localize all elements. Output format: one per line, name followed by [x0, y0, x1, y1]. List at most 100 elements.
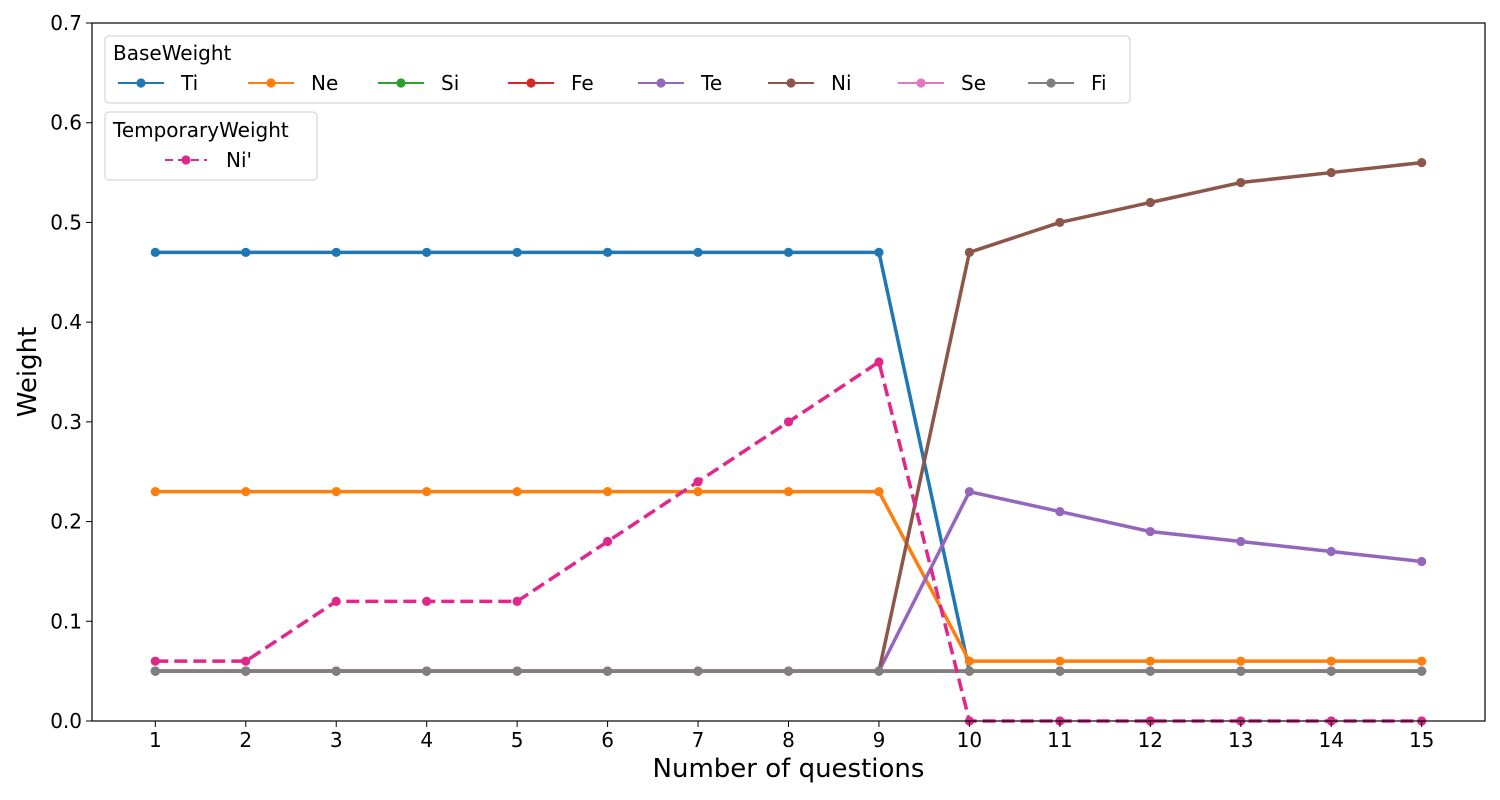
data-point	[331, 666, 341, 676]
x-tick-label: 9	[873, 728, 886, 752]
x-tick-label: 13	[1228, 728, 1253, 752]
legend-title: TemporaryWeight	[112, 118, 289, 142]
legend-label: Fi	[1091, 71, 1107, 95]
data-point	[1326, 666, 1336, 676]
data-point	[150, 656, 160, 666]
y-tick-label: 0.2	[50, 510, 82, 534]
y-tick-label: 0.6	[50, 111, 82, 135]
x-tick-label: 4	[420, 728, 433, 752]
data-point	[422, 666, 432, 676]
legend-swatch-marker	[526, 78, 536, 88]
data-point	[964, 247, 975, 257]
legend-label: Si	[441, 71, 459, 95]
legend-title: BaseWeight	[113, 41, 232, 65]
data-point	[783, 487, 794, 497]
data-point	[693, 487, 703, 497]
x-tick-label: 14	[1319, 728, 1344, 752]
data-point	[150, 487, 160, 497]
data-point	[241, 656, 251, 666]
data-point	[512, 596, 522, 606]
data-point	[512, 487, 522, 497]
data-point	[1055, 656, 1065, 666]
x-axis: 1 2 3 4 5 6 7 8 9 10 11 12 13 14 15	[149, 721, 1434, 752]
y-axis-title: Weight	[13, 327, 43, 418]
series-layer	[150, 158, 1427, 726]
data-point	[150, 247, 160, 257]
data-point	[1145, 656, 1155, 666]
data-point	[1236, 536, 1246, 547]
data-point	[693, 666, 703, 676]
x-tick-label: 3	[330, 728, 343, 752]
x-tick-label: 12	[1138, 728, 1163, 752]
data-point	[783, 247, 794, 257]
legend-swatch-marker	[916, 78, 926, 88]
x-tick-label: 10	[957, 728, 982, 752]
data-point	[241, 247, 251, 257]
data-point	[241, 487, 251, 497]
legend-swatch-marker	[396, 78, 406, 88]
data-point	[874, 357, 884, 367]
data-point	[602, 487, 613, 497]
legend-item-fe: Fe	[508, 71, 594, 95]
data-point	[874, 487, 884, 497]
legend-box	[104, 35, 1131, 104]
legend-swatch-marker	[1046, 78, 1056, 88]
data-point	[874, 247, 884, 257]
data-point	[422, 596, 432, 606]
y-tick-label: 0.1	[50, 609, 82, 633]
legend-temporaryweight: TemporaryWeight Ni'	[104, 111, 318, 181]
legend-baseweight: BaseWeight Ti Ne Si Fe Te Ni Se Fi	[104, 35, 1131, 104]
legend-item-ni: Ni	[768, 71, 852, 95]
y-tick-label: 0.0	[50, 709, 82, 733]
y-tick-label: 0.3	[50, 410, 82, 434]
legend-item-fi: Fi	[1028, 71, 1107, 95]
data-point	[1055, 666, 1065, 676]
x-tick-label: 6	[601, 728, 614, 752]
data-point	[783, 417, 794, 427]
legend-label: Ti	[180, 71, 198, 95]
data-point	[1145, 526, 1155, 537]
x-tick-label: 7	[692, 728, 705, 752]
data-point	[964, 487, 975, 497]
legend-swatch-marker	[656, 78, 666, 88]
legend-label: Fe	[571, 71, 594, 95]
data-point	[331, 487, 341, 497]
y-tick-label: 0.7	[50, 11, 82, 35]
series-line	[155, 160, 1422, 673]
y-tick-label: 0.4	[50, 310, 82, 334]
data-point	[331, 247, 341, 257]
legend-label: Te	[700, 71, 722, 95]
x-tick-label: 2	[239, 728, 252, 752]
data-point	[1236, 666, 1246, 676]
legend-label: Se	[961, 71, 986, 95]
data-point	[1055, 217, 1065, 228]
legend-swatch-marker	[786, 78, 796, 88]
series-fi	[150, 666, 1427, 676]
series-line	[155, 489, 1422, 663]
legend-item-ne: Ne	[248, 71, 338, 95]
legend-swatch-marker	[266, 78, 276, 88]
y-axis: 0.0 0.1 0.2 0.3 0.4 0.5 0.6 0.7	[50, 11, 92, 733]
data-point	[783, 666, 794, 676]
data-point	[874, 666, 884, 676]
series-ne	[150, 487, 1427, 666]
x-tick-label: 15	[1409, 728, 1434, 752]
legend-item-se: Se	[898, 71, 986, 95]
data-point	[241, 666, 251, 676]
legend-swatch-marker	[136, 78, 146, 88]
x-tick-label: 1	[149, 728, 162, 752]
data-point	[1417, 556, 1427, 567]
data-point	[1326, 167, 1336, 178]
x-tick-label: 8	[782, 728, 795, 752]
data-point	[150, 666, 160, 676]
data-point	[1145, 666, 1155, 676]
data-point	[1326, 656, 1336, 666]
data-point	[1326, 546, 1336, 557]
x-tick-label: 5	[511, 728, 524, 752]
data-point	[512, 247, 522, 257]
legend-item-si: Si	[378, 71, 459, 95]
data-point	[964, 656, 975, 666]
data-point	[693, 477, 703, 487]
data-point	[1417, 656, 1427, 666]
data-point	[422, 487, 432, 497]
